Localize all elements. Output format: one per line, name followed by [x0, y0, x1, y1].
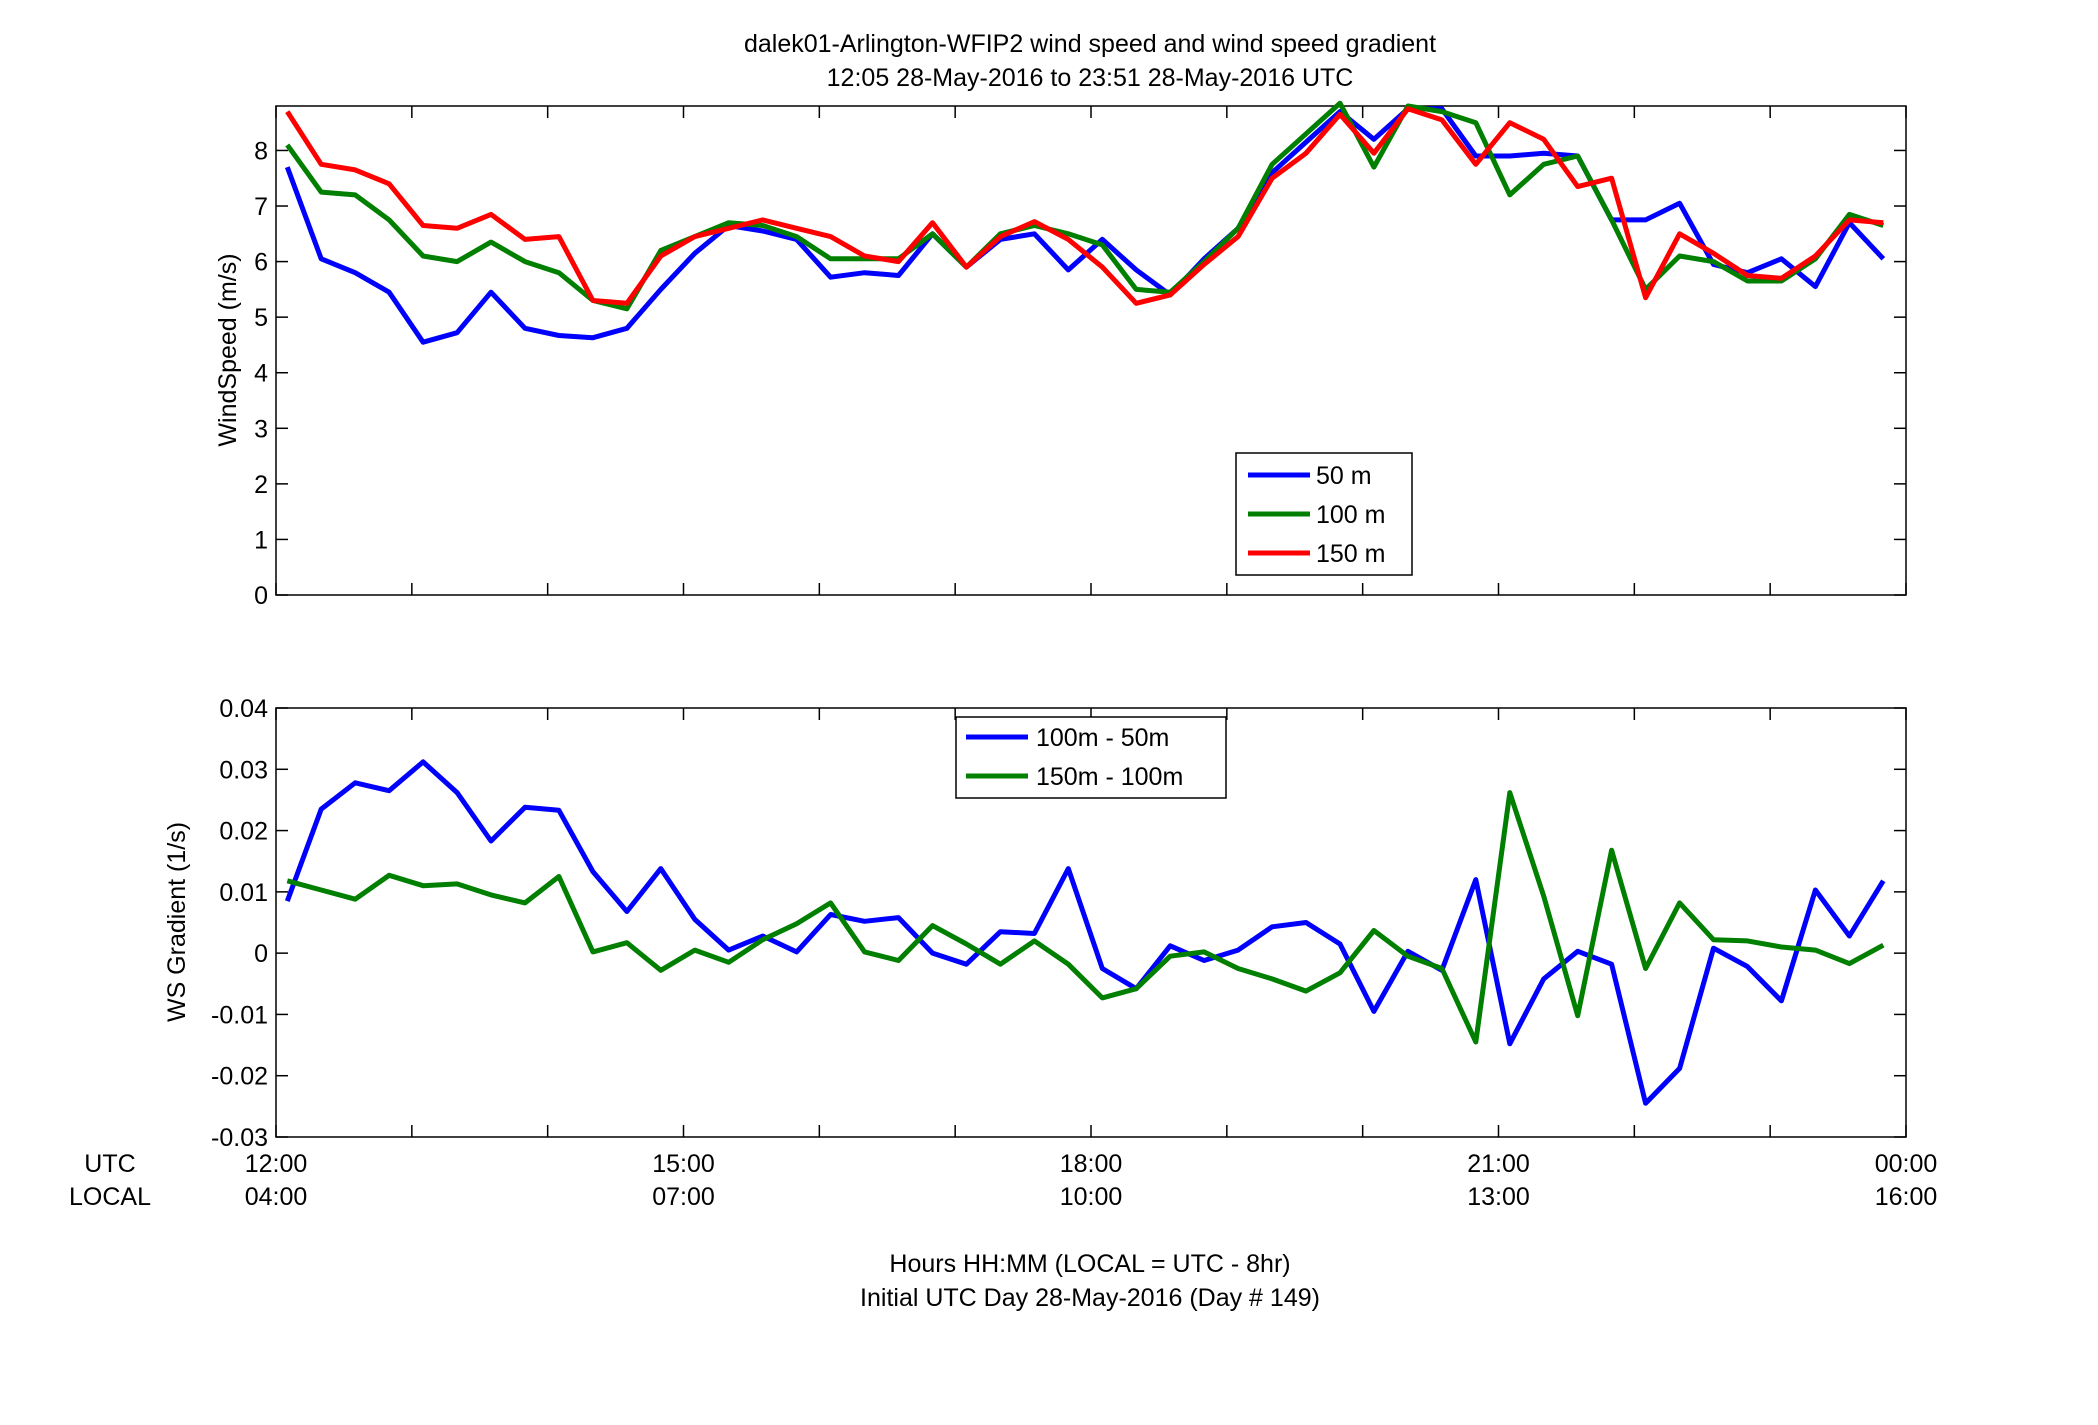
gradient-y-axis-label: WS Gradient (1/s): [163, 822, 191, 1022]
utc-tick-label: 12:00: [245, 1150, 308, 1178]
utc-tick-labels: 12:00 15:00 18:00 21:00 00:00: [245, 1150, 1938, 1178]
windspeed-axes-box: [275, 105, 1907, 596]
legend-label-150m: 150 m: [1316, 540, 1385, 568]
windspeed-series-line-1: [285, 100, 1885, 312]
windspeed-y-tick-label: 5: [254, 304, 268, 332]
windspeed-series: [284, 100, 1886, 345]
gradient-y-ticks: -0.03 -0.02 -0.01 0 0.01 0.02 0.03 0.04: [211, 695, 1906, 1152]
utc-tick-label: 15:00: [652, 1150, 715, 1178]
gradient-y-tick-label: -0.01: [211, 1001, 268, 1029]
local-row-label: LOCAL: [69, 1183, 151, 1211]
chart-title-line1: dalek01-Arlington-WFIP2 wind speed and w…: [744, 30, 1436, 58]
gradient-series-line-0: [284, 759, 1886, 1106]
chart-title-line2: 12:05 28-May-2016 to 23:51 28-May-2016 U…: [827, 64, 1354, 92]
windspeed-series-line-2: [285, 106, 1884, 306]
local-tick-label: 13:00: [1467, 1183, 1530, 1211]
windspeed-y-tick-label: 1: [254, 526, 268, 554]
gradient-series-line-1: [286, 790, 1885, 1045]
gradient-y-tick-label: 0: [254, 940, 268, 968]
gradient-y-tick-label: -0.03: [211, 1124, 268, 1152]
legend-label-100m-50m: 100m - 50m: [1036, 724, 1169, 752]
gradient-legend: 100m - 50m 150m - 100m: [955, 716, 1227, 799]
utc-row-label: UTC: [84, 1150, 135, 1178]
gradient-y-tick-label: 0.04: [219, 695, 268, 723]
gradient-y-tick-label: 0.01: [219, 879, 268, 907]
windspeed-y-tick-label: 0: [254, 582, 268, 610]
legend-label-50m: 50 m: [1316, 462, 1372, 490]
windspeed-y-ticks: 0 1 2 3 4 5 6 7 8: [254, 137, 1906, 610]
local-tick-label: 16:00: [1875, 1183, 1938, 1211]
windspeed-y-tick-label: 8: [254, 137, 268, 165]
local-tick-label: 07:00: [652, 1183, 715, 1211]
windspeed-y-tick-label: 6: [254, 249, 268, 277]
utc-tick-label: 21:00: [1467, 1150, 1530, 1178]
local-tick-label: 04:00: [245, 1183, 308, 1211]
utc-tick-label: 18:00: [1060, 1150, 1123, 1178]
local-tick-labels: 04:00 07:00 10:00 13:00 16:00: [245, 1183, 1938, 1211]
gradient-y-tick-label: 0.02: [219, 818, 268, 846]
x-axis-label-line2: Initial UTC Day 28-May-2016 (Day # 149): [860, 1284, 1320, 1312]
windspeed-y-tick-label: 3: [254, 415, 268, 443]
windspeed-y-tick-label: 7: [254, 193, 268, 221]
gradient-legend-box: [955, 716, 1227, 799]
windspeed-y-tick-label: 4: [254, 360, 268, 388]
gradient-series: [284, 759, 1886, 1106]
windspeed-panel: 0 1 2 3 4 5 6 7 8 WindSpeed (m/s) 50 m 100 m 150…: [214, 100, 1907, 610]
windspeed-y-axis-label: WindSpeed (m/s): [214, 253, 242, 446]
utc-tick-label: 00:00: [1875, 1150, 1938, 1178]
windspeed-legend: 50 m 100 m 150 m: [1235, 452, 1413, 576]
windspeed-x-ticks: [275, 106, 1907, 595]
legend-label-150m-100m: 150m - 100m: [1036, 763, 1183, 791]
gradient-x-ticks: [275, 708, 1907, 1137]
gradient-panel: -0.03 -0.02 -0.01 0 0.01 0.02 0.03 0.04 WS Grad…: [163, 695, 1907, 1152]
legend-label-100m: 100 m: [1316, 501, 1385, 529]
windspeed-y-tick-label: 2: [254, 471, 268, 499]
gradient-y-tick-label: -0.02: [211, 1063, 268, 1091]
x-axis-label-line1: Hours HH:MM (LOCAL = UTC - 8hr): [889, 1250, 1290, 1278]
gradient-y-tick-label: 0.03: [219, 756, 268, 784]
local-tick-label: 10:00: [1060, 1183, 1123, 1211]
